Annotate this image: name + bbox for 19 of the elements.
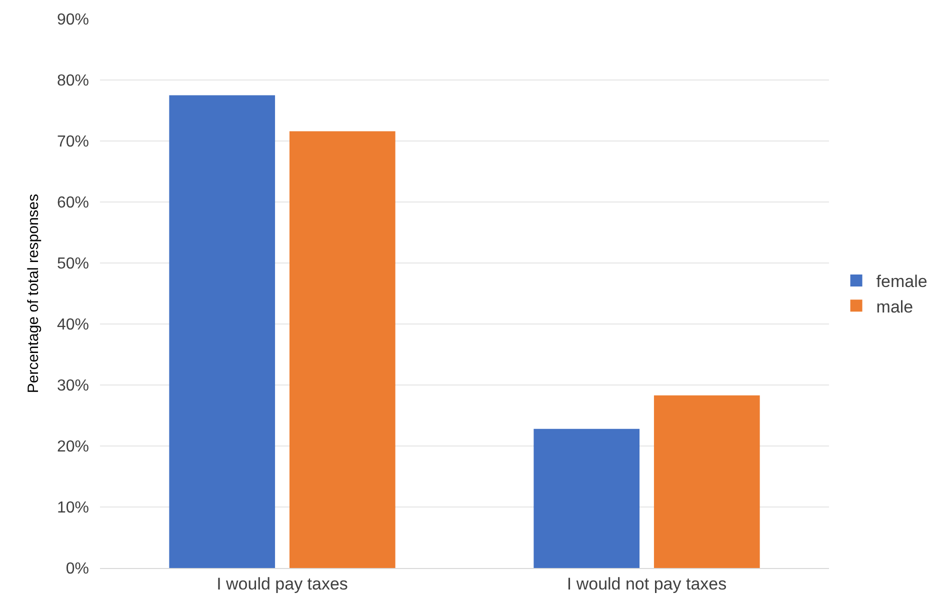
y-tick-label: 50% <box>56 256 89 273</box>
legend-label: male <box>876 297 914 316</box>
bar <box>534 428 640 568</box>
y-tick-label: 40% <box>56 316 89 334</box>
x-tick-label: I would pay taxes <box>216 574 348 594</box>
y-tick-label: 20% <box>56 438 89 456</box>
bar <box>289 131 396 568</box>
y-tick-label: 90% <box>56 12 89 29</box>
y-tick-label: 30% <box>56 378 89 395</box>
y-tick-label: 80% <box>56 72 89 90</box>
y-axis-title: Percentage of total responses <box>25 194 42 394</box>
x-tick-label: I would not pay taxes <box>566 574 727 594</box>
y-tick-label: 70% <box>56 134 89 151</box>
y-tick-label: 0% <box>66 560 89 578</box>
y-tick-label: 10% <box>56 500 89 517</box>
bar <box>654 395 760 568</box>
bar <box>169 95 276 568</box>
y-tick-label: 60% <box>56 194 89 212</box>
legend-label: female <box>876 272 928 292</box>
